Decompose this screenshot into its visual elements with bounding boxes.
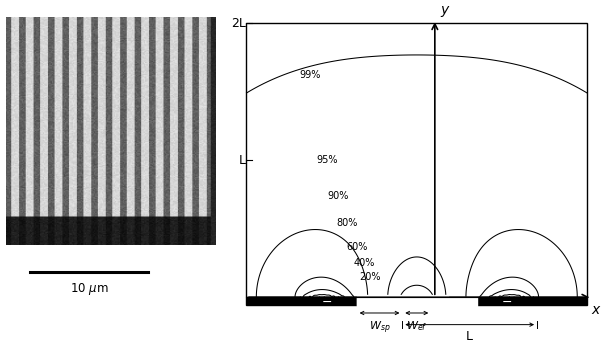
Bar — [357, 297, 402, 306]
Text: $-$: $-$ — [502, 295, 513, 308]
Bar — [246, 23, 587, 297]
Text: 2L: 2L — [231, 17, 246, 30]
Bar — [431, 297, 477, 306]
Text: L: L — [239, 154, 246, 167]
Text: 20%: 20% — [359, 272, 381, 282]
Text: 80%: 80% — [336, 218, 358, 228]
Bar — [357, 295, 448, 306]
Text: x: x — [592, 303, 600, 317]
Text: 10 $\mu$m: 10 $\mu$m — [70, 280, 109, 297]
Text: $+$: $+$ — [411, 295, 423, 308]
Text: L: L — [466, 330, 473, 343]
Text: 60%: 60% — [346, 242, 367, 252]
Text: 95%: 95% — [316, 155, 337, 165]
Text: 99%: 99% — [299, 70, 320, 81]
Text: $W_{sp}$: $W_{sp}$ — [368, 319, 390, 336]
Text: 40%: 40% — [353, 258, 375, 268]
Text: y: y — [441, 2, 449, 17]
Text: 90%: 90% — [327, 191, 348, 201]
Text: $W_{ef}$: $W_{ef}$ — [406, 319, 427, 333]
Text: $-$: $-$ — [321, 295, 332, 308]
Bar — [246, 297, 587, 305]
